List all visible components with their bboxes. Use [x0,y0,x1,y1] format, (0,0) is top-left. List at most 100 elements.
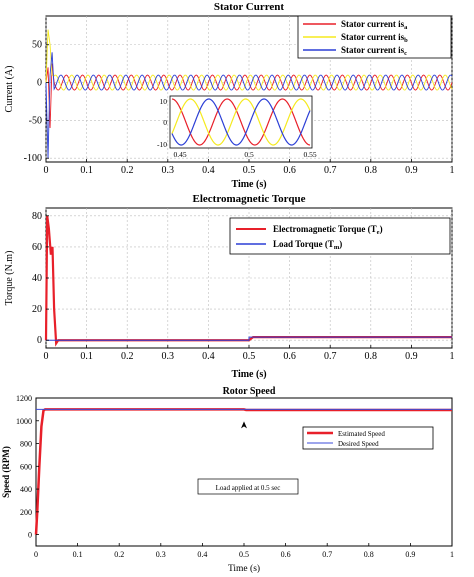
inset-x-tick-label: 0.45 [173,150,186,159]
y-tick-label: 200 [20,508,32,517]
series-line-stator-current-isa [45,63,453,128]
y-tick-label: 1200 [16,394,32,403]
x-tick-label: 0.1 [80,165,93,176]
x-tick-label: 0.8 [365,351,378,362]
x-tick-label: 0.8 [364,550,374,559]
inset-y-tick-label: 10 [160,97,168,106]
x-tick-label: 0.9 [405,165,418,176]
legend-box [229,217,451,255]
legend-entry-estimated: Estimated Speed [338,430,385,438]
y-tick-labels: 0 20 40 60 80 [32,211,49,346]
annotation-arrow-icon [241,421,247,429]
x-tick-label: 0.7 [324,351,337,362]
x-tick-label: 0 [44,351,49,362]
y-axis-label: Current (A) [4,66,15,113]
load-annotation: Load applied at 0.5 sec [197,478,299,495]
x-tick-label: 0.3 [162,165,175,176]
inset-x-tick-label: 0.55 [303,150,316,159]
y-tick-label: 400 [20,485,32,494]
legend: Estimated Speed Desired Speed [302,426,434,450]
series-line-stator-current-isc [45,52,453,159]
x-tick-label: 0.2 [114,550,124,559]
x-tick-label: 0.7 [324,165,337,176]
y-tick-label: 1000 [16,417,32,426]
y-axis-label: Speed (RPM) [1,446,11,498]
x-tick-label: 0.4 [202,165,215,176]
y-tick-label: 800 [20,440,32,449]
x-tick-label: 0.9 [405,550,415,559]
y-tick-label: 60 [32,242,42,253]
y-tick-label: 0 [37,335,42,346]
y-tick-label: 80 [32,211,42,222]
series-line-load-torque [46,336,452,341]
legend-entry-isc: Stator current isc [341,45,407,57]
y-tick-label: 0 [28,531,32,540]
y-axis-label: Torque (N.m) [4,251,15,306]
y-tick-label: 20 [32,304,42,315]
annotation-box [197,478,299,495]
plot-area [35,397,453,547]
inset-series-line [171,98,311,146]
chart-title: Stator Current [214,1,285,13]
x-tick-label: 0 [44,165,49,176]
x-tick-label: 0.1 [73,550,83,559]
inset-series-group [171,98,311,146]
x-axis-label: Time (s) [231,179,266,190]
legend-entry-te: Electromagnetic Torque (Te) [273,224,383,236]
x-tick-label: 0.7 [322,550,332,559]
y-tick-label: 50 [32,40,42,51]
x-tick-label: 1 [450,550,454,559]
y-tick-label: 0 [37,78,42,89]
x-tick-label: 0.6 [281,550,291,559]
x-tick-label: 0.5 [239,550,249,559]
y-tick-label: 600 [20,462,32,471]
electromagnetic-torque-chart: Electromagnetic Torque 0 20 40 60 80 0 0.1 0.2… [4,193,455,380]
chart-title: Electromagnetic Torque [193,193,306,205]
x-tick-label: 0.2 [121,165,134,176]
x-tick-label: 0 [34,550,38,559]
x-tick-label: 0.6 [283,351,296,362]
series-group [44,215,452,347]
arrow-head [241,421,247,429]
inset-x-tick-label: 0.5 [244,150,254,159]
x-tick-labels: 0 0.1 0.2 0.3 0.4 0.5 0.6 0.7 0.8 0.9 1 [44,159,455,176]
inset-y-tick-label: -10 [157,140,167,149]
annotation-text: Load applied at 0.5 sec [216,484,281,492]
x-tick-label: 1 [450,351,455,362]
legend-entry-isa: Stator current isa [341,19,408,31]
x-tick-label: 0.2 [121,351,134,362]
inset-y-tick-label: 0 [163,118,167,127]
x-tick-label: 0.8 [365,165,378,176]
x-axis-label: Time (s) [231,369,266,380]
x-tick-label: 1 [450,165,455,176]
y-tick-labels: 0 200 400 600 800 1000 1200 [16,394,39,540]
chart-title: Rotor Speed [223,386,276,397]
y-tick-label: -100 [24,153,42,164]
x-tick-label: 0.6 [283,165,296,176]
x-tick-label: 0.4 [202,351,215,362]
x-tick-label: 0.9 [405,351,418,362]
series-group [45,29,453,159]
y-tick-label: -50 [29,115,42,126]
y-tick-label: 40 [32,273,42,284]
x-tick-label: 0.1 [80,351,93,362]
inset-series-line [171,98,311,146]
legend-entry-isb: Stator current isb [341,32,408,44]
legend: Stator current isa Stator current isb St… [297,15,452,59]
x-tick-labels: 0 0.1 0.2 0.3 0.4 0.5 0.6 0.7 0.8 0.9 1 [44,345,455,362]
rotor-speed-chart: Rotor Speed 0 200 400 600 800 1000 1200 0 0.1 0.… [1,386,454,574]
x-tick-labels: 0 0.1 0.2 0.3 0.4 0.5 0.6 0.7 0.8 0.9 1 [34,543,454,559]
legend-entry-desired: Desired Speed [338,440,379,448]
x-axis-label: Time (s) [228,563,260,574]
legend-entry-tm: Load Torque (Tm) [273,239,342,251]
legend: Electromagnetic Torque (Te) Load Torque … [229,217,451,255]
x-tick-label: 0.4 [197,550,207,559]
y-tick-labels: -100 -50 0 50 [24,40,49,164]
series-line-electromagnetic-torque [44,215,452,347]
x-tick-label: 0.5 [243,351,256,362]
x-tick-label: 0.3 [156,550,166,559]
legend-box [302,426,434,450]
